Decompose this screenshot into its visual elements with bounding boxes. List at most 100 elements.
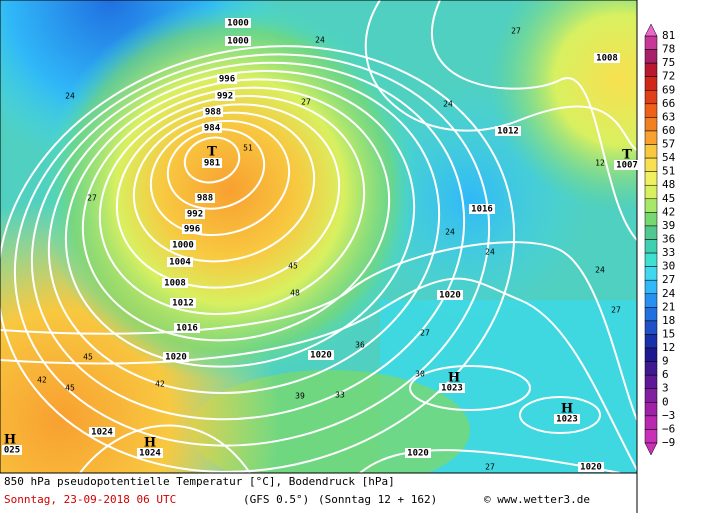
- label-bg: [437, 290, 463, 300]
- legend-swatch: [644, 402, 658, 417]
- legend-label: 12: [662, 341, 675, 354]
- legend-label: 27: [662, 273, 675, 286]
- legend-label: 9: [662, 355, 669, 368]
- legend-label: 3: [662, 382, 669, 395]
- pressure-label: 1000: [227, 37, 249, 47]
- pressure-label: 981: [204, 159, 220, 169]
- footer-run: (Sonntag 12 + 162): [318, 493, 437, 506]
- legend-swatch: [644, 103, 658, 118]
- label-bg: [202, 123, 222, 133]
- label-bg: [217, 74, 237, 84]
- footer-model: (GFS 0.5°): [243, 493, 309, 506]
- pressure-label: 1000: [227, 19, 249, 29]
- pressure-label: 988: [205, 108, 221, 118]
- pressure-label: 1020: [165, 353, 187, 363]
- pressure-label: 1020: [407, 449, 429, 459]
- label-bg: [614, 160, 640, 170]
- temperature-label: 33: [335, 391, 345, 400]
- temperature-label: 24: [315, 36, 325, 45]
- legend-label: 66: [662, 97, 675, 110]
- temperature-label: 42: [37, 376, 47, 385]
- pressure-label: 1024: [91, 428, 113, 438]
- legend-swatch: [644, 252, 658, 267]
- pressure-label: 996: [184, 225, 200, 235]
- label-bg: [170, 240, 196, 250]
- legend-swatch: [644, 35, 658, 50]
- legend-label: 6: [662, 368, 669, 381]
- legend-swatch: [644, 266, 658, 281]
- isobars: [0, 0, 637, 473]
- legend-label: 69: [662, 83, 675, 96]
- legend-label: 54: [662, 151, 676, 164]
- legend-label: 0: [662, 395, 669, 408]
- label-bg: [225, 36, 251, 46]
- pressure-label: 1012: [497, 127, 519, 137]
- legend-label: 57: [662, 138, 675, 151]
- legend-label: 21: [662, 300, 675, 313]
- legend-label: 63: [662, 110, 675, 123]
- label-bg: [405, 448, 431, 458]
- pressure-label: 1016: [176, 324, 198, 334]
- legend-swatch: [644, 76, 658, 91]
- temperature-label: 24: [445, 228, 455, 237]
- label-bg: [203, 107, 223, 117]
- footer-date: Sonntag, 23-09-2018 06 UTC: [4, 493, 176, 506]
- legend-swatch: [644, 130, 658, 145]
- legend-label: 15: [662, 327, 675, 340]
- label-bg: [215, 91, 235, 101]
- temperature-label: 45: [65, 384, 75, 393]
- pressure-center: T: [622, 148, 632, 163]
- pressure-center: H: [4, 433, 16, 448]
- pressure-label: 1008: [596, 54, 618, 64]
- pressure-label: 1008: [164, 279, 186, 289]
- label-bg: [162, 278, 188, 288]
- label-bg: [195, 193, 215, 203]
- temperature-label: 27: [611, 306, 621, 315]
- temperature-label: 39: [295, 392, 305, 401]
- pressure-label: 1020: [439, 291, 461, 301]
- label-bg: [225, 18, 251, 28]
- legend-swatch: [644, 49, 658, 64]
- legend-label: 78: [662, 43, 675, 56]
- legend-swatch: [644, 198, 658, 213]
- pressure-label: 1023: [556, 415, 578, 425]
- temperature-label: 45: [83, 353, 93, 362]
- label-bg: [495, 126, 521, 136]
- pressure-label: 992: [187, 210, 203, 220]
- temperature-label: 30: [415, 370, 425, 379]
- isobar: [183, 136, 241, 184]
- footer-site: © www.wetter3.de: [484, 493, 590, 506]
- temperature-label: 12: [595, 159, 605, 168]
- label-bg: [174, 323, 200, 333]
- isobar: [98, 95, 366, 315]
- pressure-center: H: [144, 436, 156, 451]
- legend-swatch: [644, 117, 658, 132]
- legend-swatch: [644, 184, 658, 200]
- legend-swatch: [644, 415, 658, 430]
- pressure-label: 1004: [169, 258, 191, 268]
- pressure-center: H: [448, 371, 460, 386]
- label-bg: [137, 448, 163, 458]
- label-bg: [2, 445, 22, 455]
- legend-arrow-top: [644, 23, 658, 37]
- label-bg: [578, 462, 604, 472]
- pressure-center: T: [207, 145, 217, 160]
- temperature-label: 24: [485, 248, 495, 257]
- legend-swatch: [644, 429, 658, 444]
- label-bg: [439, 383, 465, 393]
- pressure-label: 1023: [441, 384, 463, 394]
- pressure-label: 992: [217, 92, 233, 102]
- legend-swatch: [644, 320, 658, 335]
- label-bg: [594, 53, 620, 63]
- pressure-center: H: [561, 402, 573, 417]
- legend-swatch: [644, 307, 658, 322]
- legend-label: 45: [662, 192, 675, 205]
- legend-label: 42: [662, 205, 675, 218]
- isobar: [81, 86, 391, 342]
- legend-label: 81: [662, 29, 675, 42]
- isobar: [47, 70, 441, 394]
- pressure-label: 984: [204, 124, 221, 134]
- legend-swatch: [644, 212, 658, 227]
- isobar: [30, 61, 466, 421]
